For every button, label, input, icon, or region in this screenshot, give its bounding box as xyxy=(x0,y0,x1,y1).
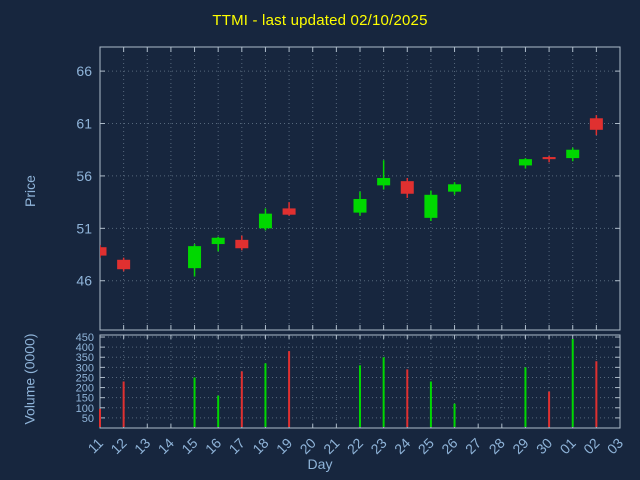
price-axis-label: Price xyxy=(21,175,38,207)
candle-body xyxy=(188,246,202,269)
candle-body xyxy=(117,259,131,270)
candle-body xyxy=(518,159,532,166)
day-tick-label: 22 xyxy=(344,435,366,457)
candle-body xyxy=(211,237,225,245)
day-tick-label: 29 xyxy=(509,435,531,457)
day-tick-label: 26 xyxy=(438,435,460,457)
volume-tick-label: 200 xyxy=(76,383,94,395)
volume-tick-label: 150 xyxy=(76,393,94,405)
day-tick-label: 30 xyxy=(533,435,555,457)
day-tick-label: 14 xyxy=(155,435,177,457)
candle-body xyxy=(400,181,414,194)
day-tick-label: 24 xyxy=(391,435,413,457)
candle-body xyxy=(566,149,580,159)
candle-body xyxy=(235,239,249,249)
candles xyxy=(100,115,603,277)
volume-tick-label: 50 xyxy=(82,413,94,425)
day-tick-label: 15 xyxy=(178,435,200,457)
volume-tick-label: 250 xyxy=(76,372,94,384)
volume-tick-label: 400 xyxy=(76,342,94,354)
candle-body xyxy=(377,178,391,186)
candle-body xyxy=(589,118,603,130)
candle-body xyxy=(258,213,272,229)
day-tick-label: 27 xyxy=(462,435,484,457)
candle-body xyxy=(353,198,367,213)
volume-axis-label: Volume (0000) xyxy=(21,333,38,425)
candle-body xyxy=(542,157,556,160)
price-tick-label: 46 xyxy=(76,273,92,289)
day-axis-label: Day xyxy=(307,456,333,472)
day-tick-label: 21 xyxy=(320,435,342,457)
volume-tick-label: 100 xyxy=(76,403,94,415)
volume-tick-label: 300 xyxy=(76,362,94,374)
day-tick-label: 23 xyxy=(367,435,389,457)
day-tick-label: 13 xyxy=(131,435,153,457)
day-tick-label: 16 xyxy=(202,435,224,457)
price-tick-label: 61 xyxy=(76,116,92,132)
day-tick-label: 17 xyxy=(226,435,248,457)
candle-body xyxy=(282,208,296,215)
day-tick-label: 11 xyxy=(85,435,107,457)
chart-title: TTMI - last updated 02/10/2025 xyxy=(212,12,428,29)
day-tick-label: 25 xyxy=(415,435,437,457)
day-tick-label: 12 xyxy=(107,435,129,457)
price-tick-label: 51 xyxy=(76,220,92,236)
candle-body xyxy=(100,247,107,256)
volume-tick-label: 450 xyxy=(76,332,94,344)
day-tick-label: 18 xyxy=(249,435,271,457)
candle-body xyxy=(424,194,438,218)
day-tick-label: 20 xyxy=(297,435,319,457)
volume-tick-label: 350 xyxy=(76,352,94,364)
candle-body xyxy=(448,184,462,192)
day-tick-label: 03 xyxy=(604,435,626,457)
price-tick-label: 56 xyxy=(76,168,92,184)
day-tick-label: 02 xyxy=(580,435,602,457)
day-tick-label: 19 xyxy=(273,435,295,457)
price-tick-label: 66 xyxy=(76,63,92,79)
day-tick-label: 01 xyxy=(557,435,579,457)
volume-bars xyxy=(99,339,598,427)
day-tick-label: 28 xyxy=(486,435,508,457)
